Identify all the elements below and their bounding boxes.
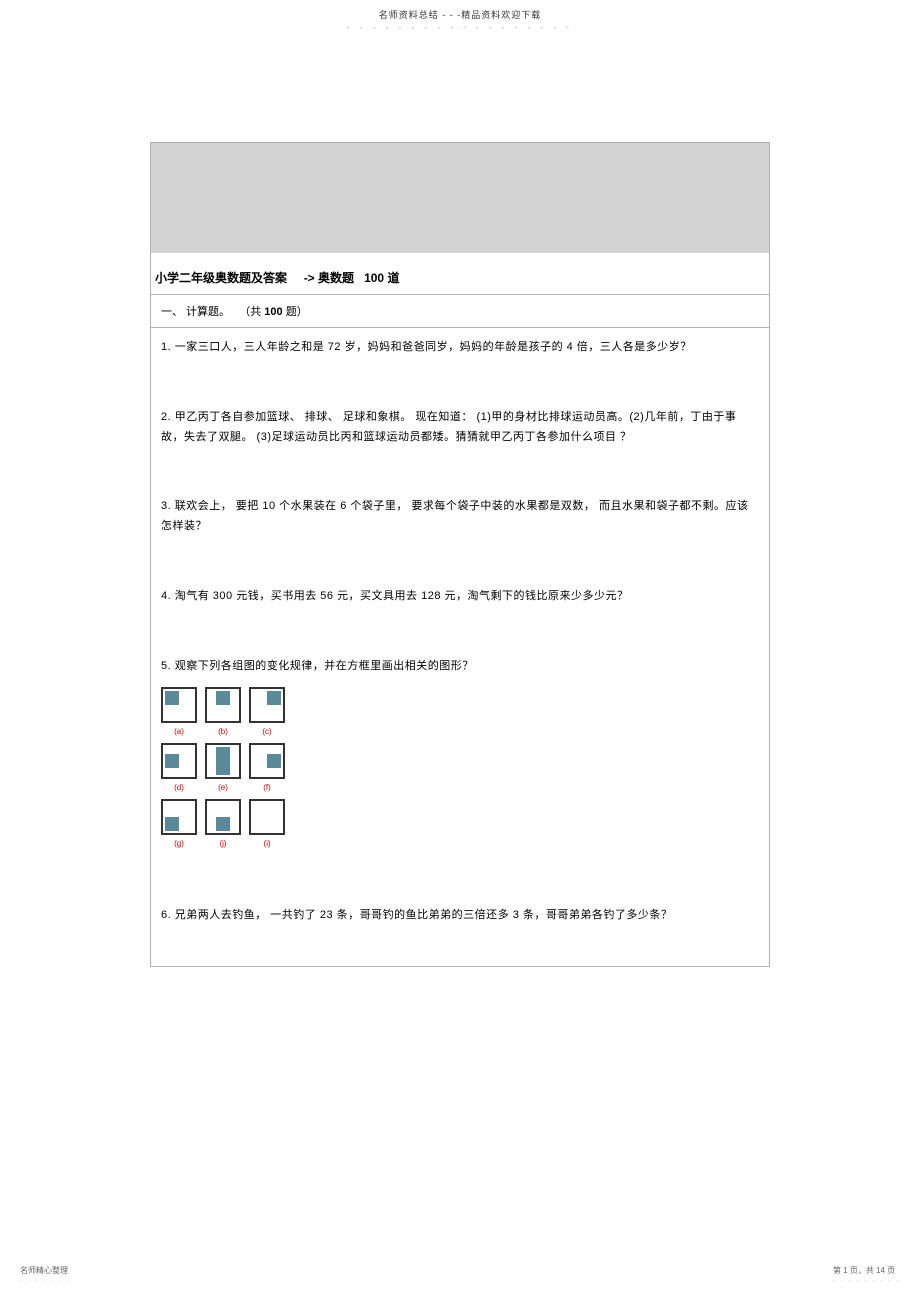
title-count: 100 [364,271,384,285]
subtitle-section: 一、 计算题。 （共 100 题） [151,295,769,328]
content-section: 1. 一家三口人，三人年龄之和是 72 岁，妈妈和爸爸同岁，妈妈的年龄是孩子的 … [151,328,769,966]
pattern-cell-d: (d) [161,743,197,795]
pattern-row-1: (a) (b) (c) [161,687,285,739]
page-header-dots: - - - - - - - - - - - - - - - - - - [0,23,920,32]
footer-left-dots: . . . . . . . [20,1276,71,1283]
pattern-label: (d) [174,781,184,795]
pattern-label: (i) [263,837,270,851]
question-5-text: 5. 观察下列各组图的变化规律，并在方框里画出相关的图形？ [161,657,759,677]
inner-square [165,691,179,705]
main-container: 小学二年级奥数题及答案 -> 奥数题 100 道 一、 计算题。 （共 100 … [150,142,770,967]
inner-square [216,761,230,775]
question-5: 5. 观察下列各组图的变化规律，并在方框里画出相关的图形？ (a) (b) (c… [161,657,759,856]
footer-left: 名师精心整理 . . . . . . . [20,1265,71,1283]
subtitle-count: 100 [264,306,282,318]
pattern-box [249,799,285,835]
pattern-box [249,743,285,779]
pattern-box [205,687,241,723]
pattern-cell-h: (j) [205,799,241,851]
pattern-label: (a) [174,725,184,739]
pattern-grid: (a) (b) (c) (d) [161,687,285,856]
pattern-box [205,743,241,779]
pattern-cell-g: (g) [161,799,197,851]
subtitle-prefix: 一、 计算题。 [161,306,230,318]
gray-header-block [151,143,769,253]
pattern-cell-a: (a) [161,687,197,739]
pattern-box [249,687,285,723]
footer-right-dots: . . . . . . . . . [833,1276,900,1283]
question-2: 2. 甲乙丙丁各自参加篮球、 排球、 足球和象棋。 现在知道： (1)甲的身材比… [161,408,759,448]
pattern-label: (j) [219,837,226,851]
inner-square [267,691,281,705]
pattern-cell-e: (e) [205,743,241,795]
footer-right-text: 第 1 页，共 14 页 [833,1265,900,1276]
inner-square [216,747,230,761]
title-section: 小学二年级奥数题及答案 -> 奥数题 100 道 [151,253,769,295]
footer-left-text: 名师精心整理 [20,1265,71,1276]
inner-square [165,754,179,768]
pattern-cell-b: (b) [205,687,241,739]
inner-square [267,754,281,768]
page-header: 名师资料总结 - - -精品资料欢迎下载 [0,0,920,21]
pattern-cell-c: (c) [249,687,285,739]
subtitle-count-suffix: 题） [286,306,308,318]
inner-square [165,817,179,831]
inner-square [216,817,230,831]
footer-right: 第 1 页，共 14 页 . . . . . . . . . [833,1265,900,1283]
inner-square [216,691,230,705]
title-main: 小学二年级奥数题及答案 [155,271,287,285]
question-4: 4. 淘气有 300 元钱，买书用去 56 元，买文具用去 128 元，淘气剩下… [161,587,759,607]
title-suffix: 道 [387,271,399,285]
pattern-box [205,799,241,835]
pattern-box [161,799,197,835]
pattern-cell-f: (f) [249,743,285,795]
pattern-label: (b) [218,725,228,739]
pattern-label: (f) [263,781,271,795]
pattern-label: (e) [218,781,228,795]
question-1: 1. 一家三口人，三人年龄之和是 72 岁，妈妈和爸爸同岁，妈妈的年龄是孩子的 … [161,338,759,358]
title-sub: 奥数题 [318,271,354,285]
title-arrow: -> [304,271,315,285]
pattern-row-3: (g) (j) (i) [161,799,285,851]
question-3: 3. 联欢会上， 要把 10 个水果装在 6 个袋子里， 要求每个袋子中装的水果… [161,497,759,537]
pattern-box [161,743,197,779]
pattern-row-2: (d) (e) (f) [161,743,285,795]
pattern-cell-i: (i) [249,799,285,851]
subtitle-count-prefix: （共 [239,306,261,318]
question-6: 6. 兄弟两人去钓鱼， 一共钓了 23 条，哥哥钓的鱼比弟弟的三倍还多 3 条，… [161,906,759,926]
pattern-box [161,687,197,723]
pattern-label: (g) [174,837,184,851]
pattern-label: (c) [262,725,271,739]
